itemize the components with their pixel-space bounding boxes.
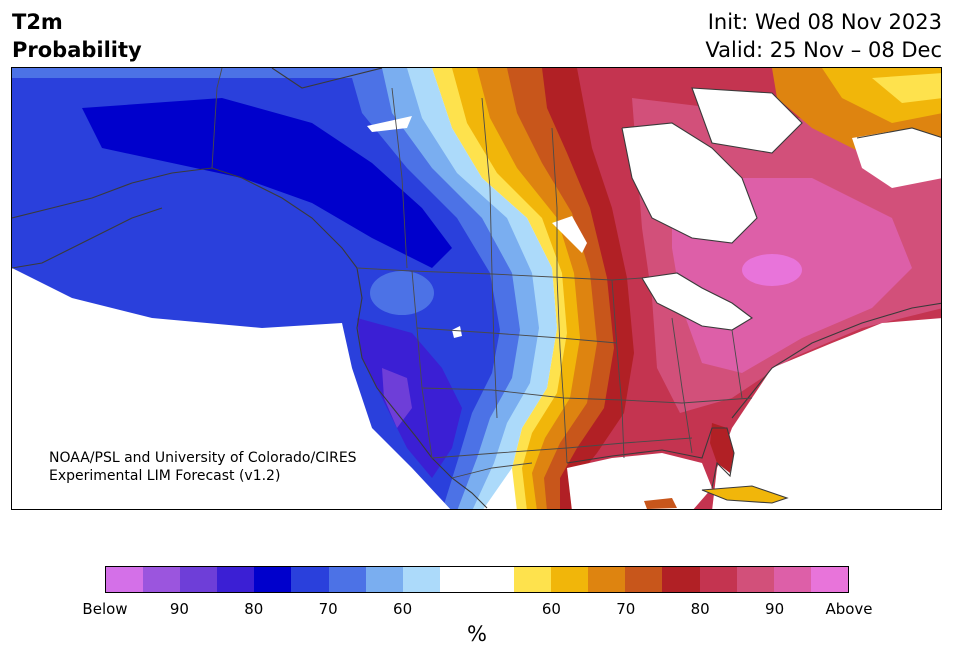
credit-line-2: Experimental LIM Forecast (v1.2) <box>49 468 281 484</box>
map-panel <box>11 67 942 510</box>
colorbar-segment-below <box>328 567 366 592</box>
colorbar-segment-below <box>291 567 329 592</box>
lake-winnipeg <box>552 216 587 253</box>
variable-label: T2m <box>12 10 63 34</box>
colorbar-segment-above <box>773 567 811 592</box>
cold-core-deep-blue <box>82 98 452 268</box>
colorbar-segment-below <box>106 567 144 592</box>
colorbar-segment-above <box>810 567 848 592</box>
date-info: Init: Wed 08 Nov 2023 Valid: 25 Nov – 08… <box>705 8 942 64</box>
colorbar-segment-above <box>736 567 774 592</box>
colorbar-segment-above <box>662 567 700 592</box>
colorbar-tick-label: 60 <box>393 600 413 618</box>
colorbar-segment-below <box>143 567 181 592</box>
cold-patch-medium-blue <box>370 271 434 315</box>
colorbar-segment-below <box>180 567 218 592</box>
arctic-ocean-east <box>692 88 802 153</box>
hudson-bay <box>622 123 757 243</box>
great-lakes <box>642 273 752 330</box>
colorbar <box>105 566 849 593</box>
atlantic-ocean <box>712 318 941 509</box>
colorbar-segment-below <box>402 567 440 592</box>
colorbar-segment-neutral <box>476 567 515 592</box>
colorbar-segment-above <box>625 567 663 592</box>
colorbar-segment-below <box>254 567 292 592</box>
great-slave-lake <box>367 116 412 132</box>
colorbar-segment-above <box>551 567 589 592</box>
chart-title: T2m Probability <box>12 8 142 64</box>
colorbar-tick-label: Below <box>82 600 128 618</box>
credit-line-1: NOAA/PSL and University of Colorado/CIRE… <box>49 450 357 466</box>
arctic-yellow-region <box>872 73 941 103</box>
colorbar-tick-label: Above <box>825 600 873 618</box>
valid-range: Valid: 25 Nov – 08 Dec <box>705 38 942 62</box>
colorbar-segment-below <box>365 567 403 592</box>
colorbar-tick-label: 60 <box>541 600 561 618</box>
colorbar-tick-label: 70 <box>616 600 636 618</box>
cuba <box>702 486 787 503</box>
colorbar-segment-below <box>217 567 255 592</box>
colorbar-tick-label: 80 <box>244 600 264 618</box>
warm-max-region <box>742 254 802 286</box>
colorbar-segment-above <box>514 567 552 592</box>
great-salt-lake <box>452 326 462 338</box>
colorbar-tick-label: 90 <box>169 600 189 618</box>
init-date: Init: Wed 08 Nov 2023 <box>707 10 942 34</box>
colorbar-segment-neutral <box>439 567 477 592</box>
colorbar-tick-label: 90 <box>765 600 785 618</box>
greenland-gap <box>852 128 941 188</box>
colorbar-segment-above <box>588 567 626 592</box>
cold-core-violet <box>382 368 412 428</box>
probability-map <box>12 68 941 509</box>
gulf-of-mexico <box>567 453 712 509</box>
political-borders <box>211 68 753 479</box>
product-label: Probability <box>12 38 142 62</box>
credit-text: NOAA/PSL and University of Colorado/CIRE… <box>49 449 357 485</box>
pacific-ocean-west <box>12 268 451 509</box>
colorbar-segment-above <box>699 567 737 592</box>
colorbar-unit: % <box>467 622 487 646</box>
colorbar-tick-label: 80 <box>690 600 710 618</box>
florida-peninsula <box>710 423 734 473</box>
colorbar-tick-label: 70 <box>318 600 338 618</box>
caribbean-island <box>644 498 677 509</box>
